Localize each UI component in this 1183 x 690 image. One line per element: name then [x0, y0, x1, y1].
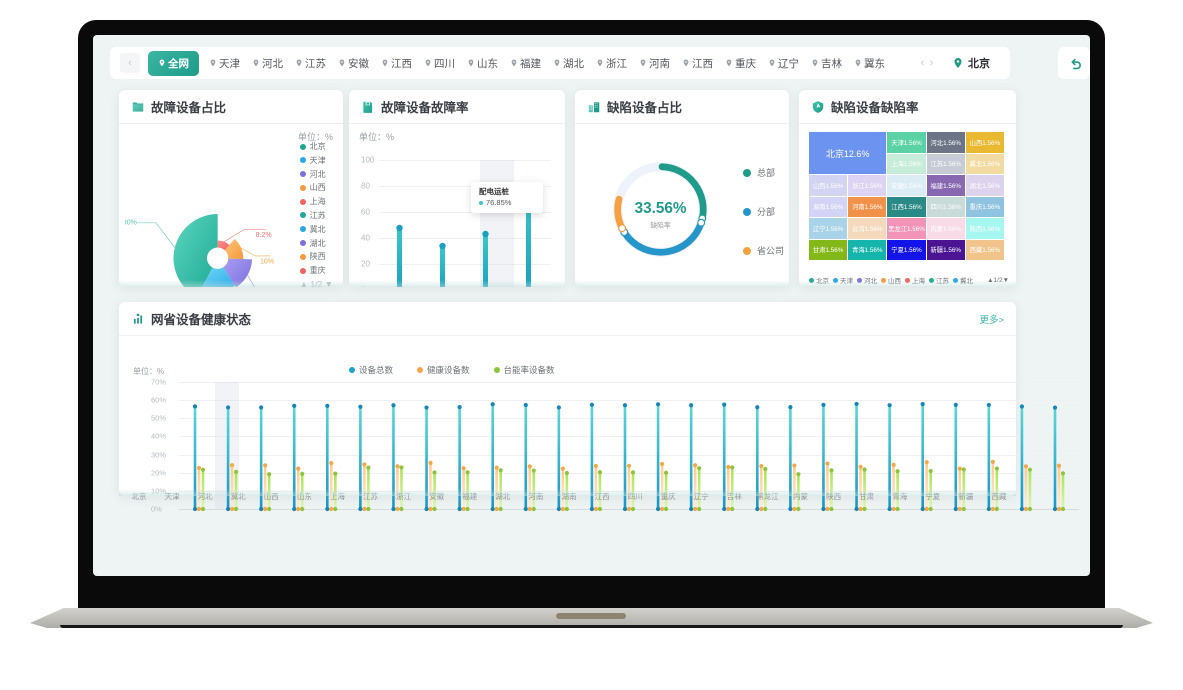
- svg-text:33.56%: 33.56%: [635, 200, 687, 217]
- svg-text:缺陷率: 缺陷率: [650, 221, 671, 230]
- svg-text:8.2%: 8.2%: [256, 232, 273, 239]
- svg-text:30%: 30%: [125, 220, 138, 227]
- svg-text:10%: 10%: [260, 258, 275, 265]
